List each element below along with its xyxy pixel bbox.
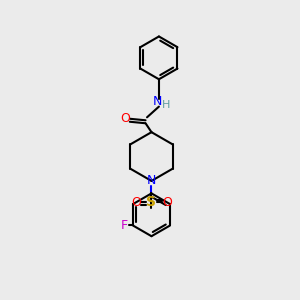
Text: F: F	[121, 219, 128, 232]
Text: O: O	[162, 196, 172, 209]
Text: N: N	[147, 174, 156, 188]
Text: O: O	[131, 196, 141, 209]
Text: O: O	[121, 112, 130, 125]
Text: N: N	[153, 95, 162, 108]
Text: S: S	[146, 195, 157, 209]
Text: H: H	[162, 100, 170, 110]
